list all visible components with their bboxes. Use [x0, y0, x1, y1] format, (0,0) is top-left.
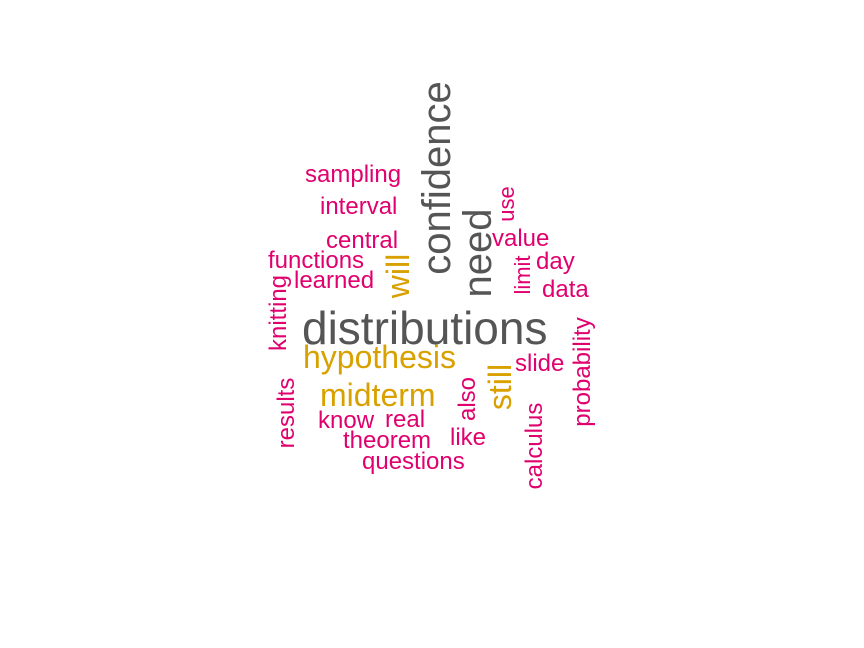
word-use: use: [494, 186, 519, 222]
word-central: central: [326, 227, 399, 254]
word-still: still: [482, 363, 518, 411]
word-hypothesis: hypothesis: [303, 339, 456, 375]
word-value: value: [492, 225, 550, 252]
word-knitting: knitting: [265, 274, 292, 352]
word-questions: questions: [362, 448, 465, 475]
word-learned: learned: [294, 267, 375, 294]
word-know: know: [318, 407, 375, 434]
word-will: will: [380, 253, 416, 299]
word-interval: interval: [320, 193, 398, 220]
word-day: day: [536, 248, 575, 275]
word-data: data: [542, 276, 589, 303]
word-midterm: midterm: [320, 377, 436, 413]
word-slide: slide: [515, 350, 565, 377]
word-functions: functions: [268, 247, 365, 274]
word-theorem: theorem: [343, 427, 432, 454]
word-sampling: sampling: [305, 161, 402, 188]
word-need: need: [456, 208, 500, 298]
word-probability: probability: [569, 317, 596, 427]
word-limit: limit: [510, 255, 535, 295]
word-real: real: [385, 406, 426, 433]
word-results: results: [273, 377, 300, 449]
word-like: like: [450, 424, 487, 451]
word-also: also: [454, 376, 481, 422]
word-distributions: distributions: [302, 302, 548, 354]
word-confidence: confidence: [415, 81, 459, 275]
word-calculus: calculus: [521, 402, 548, 490]
